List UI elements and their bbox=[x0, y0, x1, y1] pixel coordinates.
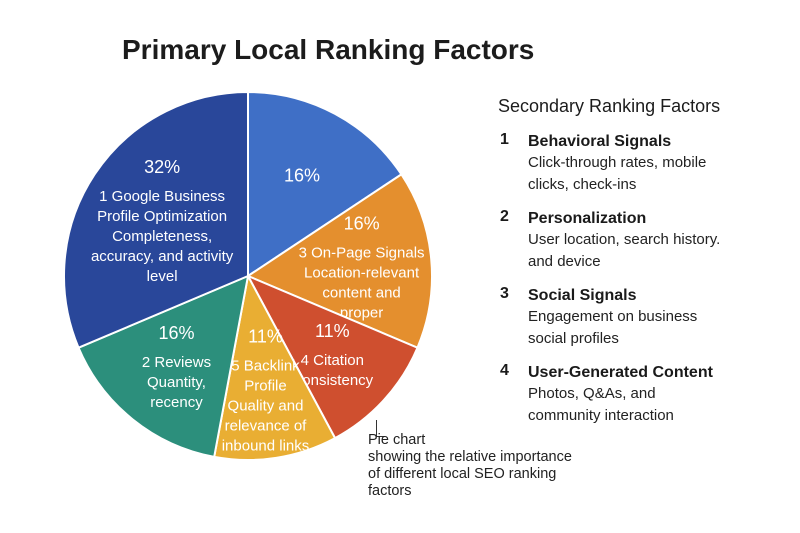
pie-slice bbox=[213, 273, 337, 461]
item-number: 2 bbox=[500, 208, 509, 225]
slice-text-label: 5 Backlink bbox=[231, 358, 300, 375]
pie-slice bbox=[245, 273, 419, 440]
slice-percent-label: 11% bbox=[315, 321, 350, 341]
slice-text-label: accuracy, and activity bbox=[91, 248, 234, 265]
item-description: and device bbox=[528, 253, 601, 270]
slice-text-label: 3 On-Page Signals bbox=[299, 244, 425, 261]
item-description: community interaction bbox=[528, 407, 674, 424]
note-line: showing the relative importance bbox=[368, 449, 572, 465]
secondary-item: 4 User-Generated Content Photos, Q&As, a… bbox=[498, 362, 788, 427]
slice-text-label: recency bbox=[150, 394, 203, 411]
item-description: clicks, check-ins bbox=[528, 176, 637, 193]
pie-slice bbox=[247, 90, 403, 278]
note-bracket bbox=[376, 420, 385, 437]
slice-percent-label: 32% bbox=[144, 157, 180, 177]
chart-note: Pie chart showing the relative importanc… bbox=[368, 432, 608, 500]
slice-percent-label: 16% bbox=[284, 165, 320, 185]
slice-text-label: Location-relevant bbox=[304, 264, 420, 281]
slice-text-label: 1 Google Business bbox=[99, 188, 225, 205]
item-label: User-Generated Content bbox=[528, 364, 713, 381]
item-description: User location, search history. bbox=[528, 231, 721, 248]
item-number: 1 bbox=[500, 131, 509, 148]
item-label: Behavioral Signals bbox=[528, 133, 672, 150]
slice-percent-label: 16% bbox=[344, 213, 380, 233]
pie-slice bbox=[77, 274, 250, 459]
slice-text-label: Quantity, bbox=[147, 374, 206, 391]
item-number: 4 bbox=[500, 362, 509, 379]
secondary-heading: Secondary Ranking Factors bbox=[498, 96, 721, 116]
chart-title: Primary Local Ranking Factors bbox=[122, 34, 535, 65]
slice-text-label: relevance of bbox=[225, 418, 308, 435]
note-line: Pie chart bbox=[368, 432, 426, 448]
item-label: Personalization bbox=[528, 210, 647, 227]
slice-text-label: 4 Citation bbox=[301, 352, 364, 369]
pie-slice bbox=[245, 172, 433, 350]
secondary-item: 3 Social Signals Engagement on business … bbox=[498, 285, 788, 350]
secondary-factors-panel: Secondary Ranking Factors 1 Behavioral S… bbox=[498, 96, 788, 439]
slice-percent-label: 16% bbox=[158, 323, 194, 343]
item-description: Click-through rates, mobile bbox=[528, 154, 707, 171]
note-line: factors bbox=[368, 483, 412, 499]
slice-text-label: Profile bbox=[244, 378, 287, 395]
slice-text-label: 2 Reviews bbox=[142, 354, 211, 371]
item-label: Social Signals bbox=[528, 287, 637, 304]
item-description: Engagement on business bbox=[528, 308, 698, 325]
secondary-item: 1 Behavioral Signals Click-through rates… bbox=[498, 131, 788, 196]
slice-text-label: inbound links bbox=[222, 438, 310, 455]
note-line: of different local SEO ranking bbox=[368, 466, 557, 482]
slice-percent-label: 11% bbox=[248, 327, 283, 347]
slice-text-label: level bbox=[147, 268, 178, 285]
slice-text-label: Profile Optimization bbox=[97, 208, 227, 225]
slice-text-label: proper bbox=[340, 304, 383, 321]
item-number: 3 bbox=[500, 285, 509, 302]
item-description: social profiles bbox=[528, 330, 619, 347]
slice-text-label: content and bbox=[322, 284, 400, 301]
slice-text-label: Consistency bbox=[291, 372, 373, 389]
pie-slice bbox=[63, 90, 249, 350]
item-description: Photos, Q&As, and bbox=[528, 385, 656, 402]
slice-text-label: Completeness, bbox=[112, 228, 212, 245]
slice-text-label: Quality and bbox=[228, 398, 304, 415]
secondary-item: 2 Personalization User location, search … bbox=[498, 208, 788, 273]
